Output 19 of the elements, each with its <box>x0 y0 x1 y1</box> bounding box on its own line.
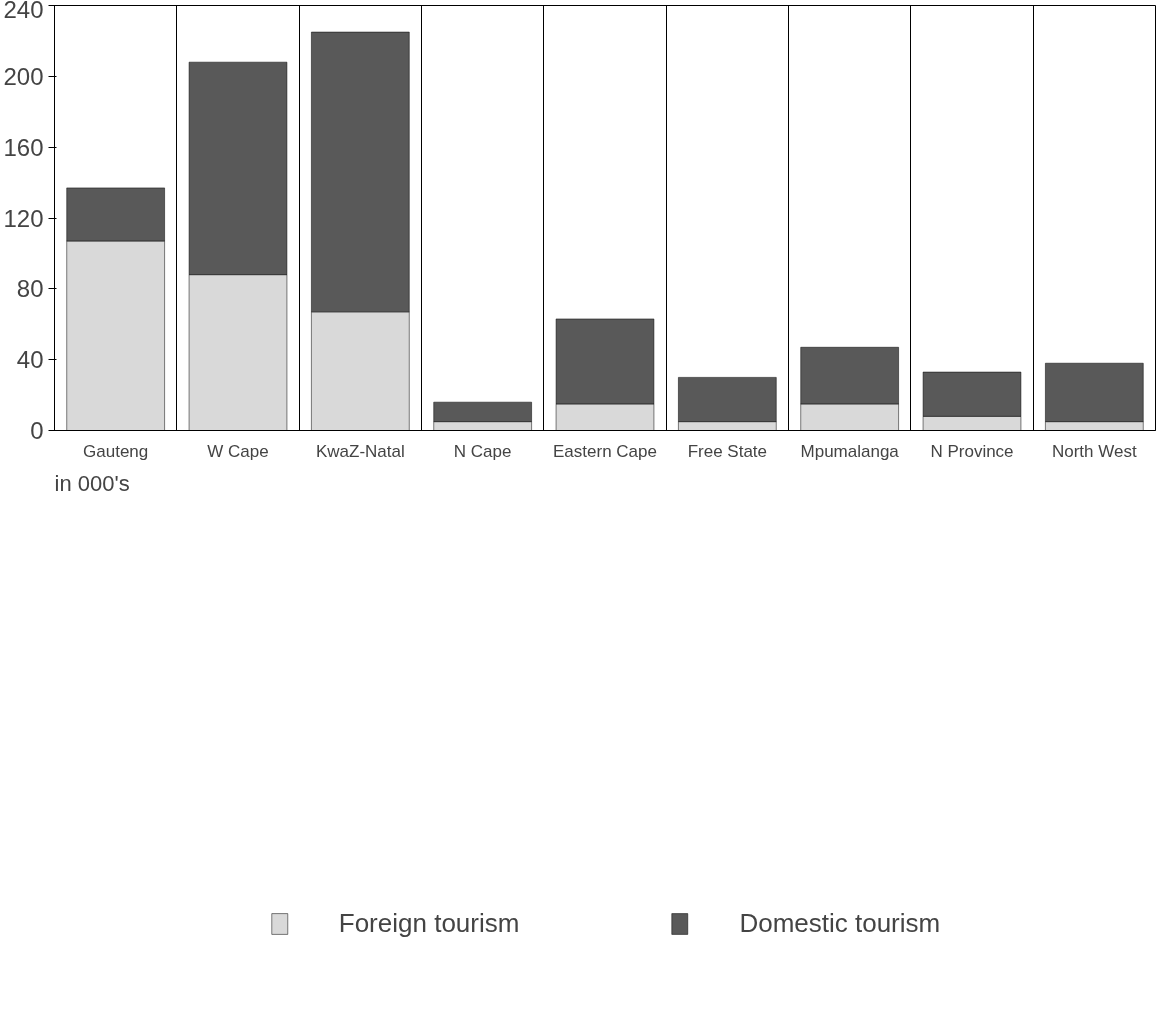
x-tick-label: Free State <box>687 441 768 461</box>
y-tick-label: 240 <box>3 0 44 23</box>
legend-label: Foreign tourism <box>338 907 520 939</box>
x-tick-label: Gauteng <box>83 441 149 461</box>
x-tick-label: Mpumalanga <box>800 441 900 461</box>
y-tick-label: 40 <box>16 346 44 374</box>
x-tick-label: N Cape <box>453 441 512 461</box>
x-tick-label: W Cape <box>207 441 269 461</box>
y-tick-label: 80 <box>16 275 44 303</box>
x-tick-label: N Province <box>930 441 1014 461</box>
legend-label: Domestic tourism <box>739 907 941 939</box>
y-tick-label: 160 <box>3 133 44 161</box>
y-tick-label: 0 <box>30 417 44 444</box>
text: in 000's <box>54 470 130 496</box>
y-tick-label: 200 <box>3 62 44 90</box>
x-tick-label: North West <box>1051 441 1137 461</box>
x-tick-label: Eastern Cape <box>553 441 657 461</box>
x-tick-label: KwaZ-Natal <box>315 441 405 461</box>
y-tick-label: 120 <box>3 204 44 232</box>
